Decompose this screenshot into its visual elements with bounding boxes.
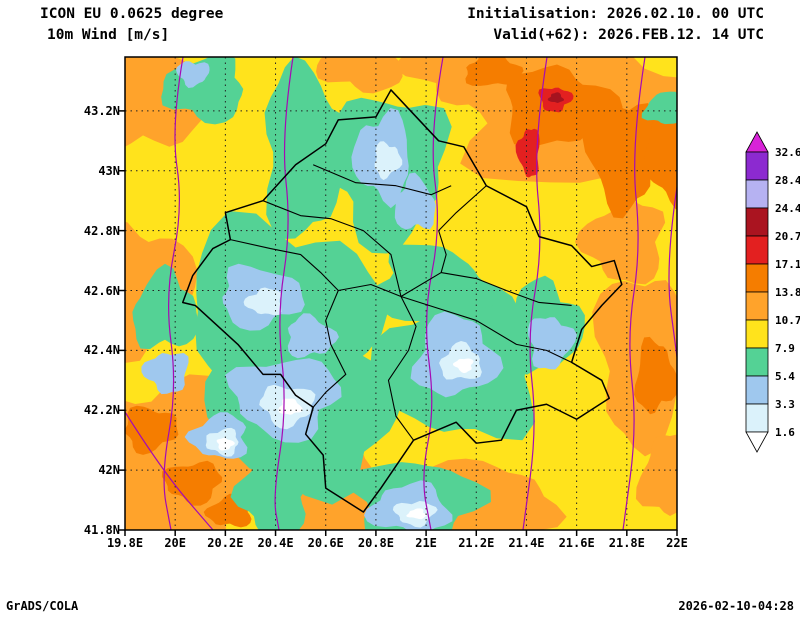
lon-label: 21.2E — [458, 536, 495, 550]
legend-value: 10.7 — [775, 314, 800, 327]
legend-arrow-top — [745, 131, 769, 153]
legend-band — [745, 375, 769, 405]
legend-value: 3.3 — [775, 398, 795, 411]
legend-value: 13.8 — [775, 286, 800, 299]
lon-label: 22E — [666, 536, 688, 550]
legend-band — [745, 291, 769, 321]
legend-band — [745, 263, 769, 293]
legend-arrow-bottom — [745, 431, 769, 453]
legend-value: 32.6 — [775, 146, 800, 159]
lat-label: 43.2N — [83, 103, 120, 118]
legend-value: 28.4 — [775, 174, 800, 187]
lon-label: 20.6E — [307, 536, 344, 550]
lon-label: 21E — [415, 536, 437, 550]
grads-credit: GrADS/COLA — [6, 599, 79, 613]
legend-band — [745, 151, 769, 181]
lat-label: 41.8N — [83, 523, 120, 537]
lat-label: 43N — [98, 163, 120, 178]
legend-value: 1.6 — [775, 426, 795, 439]
legend-band — [745, 347, 769, 377]
lat-label: 42.6N — [83, 283, 120, 298]
legend-value: 20.7 — [775, 230, 800, 243]
lon-label: 21.4E — [508, 536, 545, 550]
lat-label: 42N — [98, 463, 120, 478]
lon-label: 20E — [164, 536, 187, 550]
lon-label: 20.4E — [257, 536, 294, 550]
variable-title: 10m Wind [m/s] — [47, 27, 170, 43]
legend-band — [745, 403, 769, 433]
legend-band — [745, 235, 769, 265]
lon-label: 21.6E — [558, 536, 595, 550]
legend-value: 24.4 — [775, 202, 800, 215]
legend-band — [745, 179, 769, 209]
valid-time: Valid(+62): 2026.FEB.12. 14 UTC — [493, 27, 764, 43]
lat-label: 42.4N — [83, 343, 120, 358]
lon-label: 19.8E — [106, 536, 144, 550]
color-scale-legend: 32.6 28.4 24.4 20.7 17.1 13.8 10.7 7.9 5.4 3.3 1.6 — [745, 131, 800, 453]
legend-value: 17.1 — [775, 258, 800, 271]
legend-band — [745, 207, 769, 237]
legend-value: 5.4 — [775, 370, 795, 383]
lat-label: 42.2N — [83, 403, 120, 418]
creation-timestamp: 2026-02-10-04:28 — [678, 599, 794, 613]
legend-band — [745, 319, 769, 349]
lon-label: 20.2E — [207, 536, 244, 550]
lon-label: 21.8E — [608, 536, 645, 550]
lon-label: 20.8E — [357, 536, 394, 550]
initialisation-time: Initialisation: 2026.02.10. 00 UTC — [467, 6, 764, 22]
lat-label: 42.8N — [83, 223, 120, 238]
model-title: ICON EU 0.0625 degree — [40, 6, 224, 22]
legend-value: 7.9 — [775, 342, 795, 355]
